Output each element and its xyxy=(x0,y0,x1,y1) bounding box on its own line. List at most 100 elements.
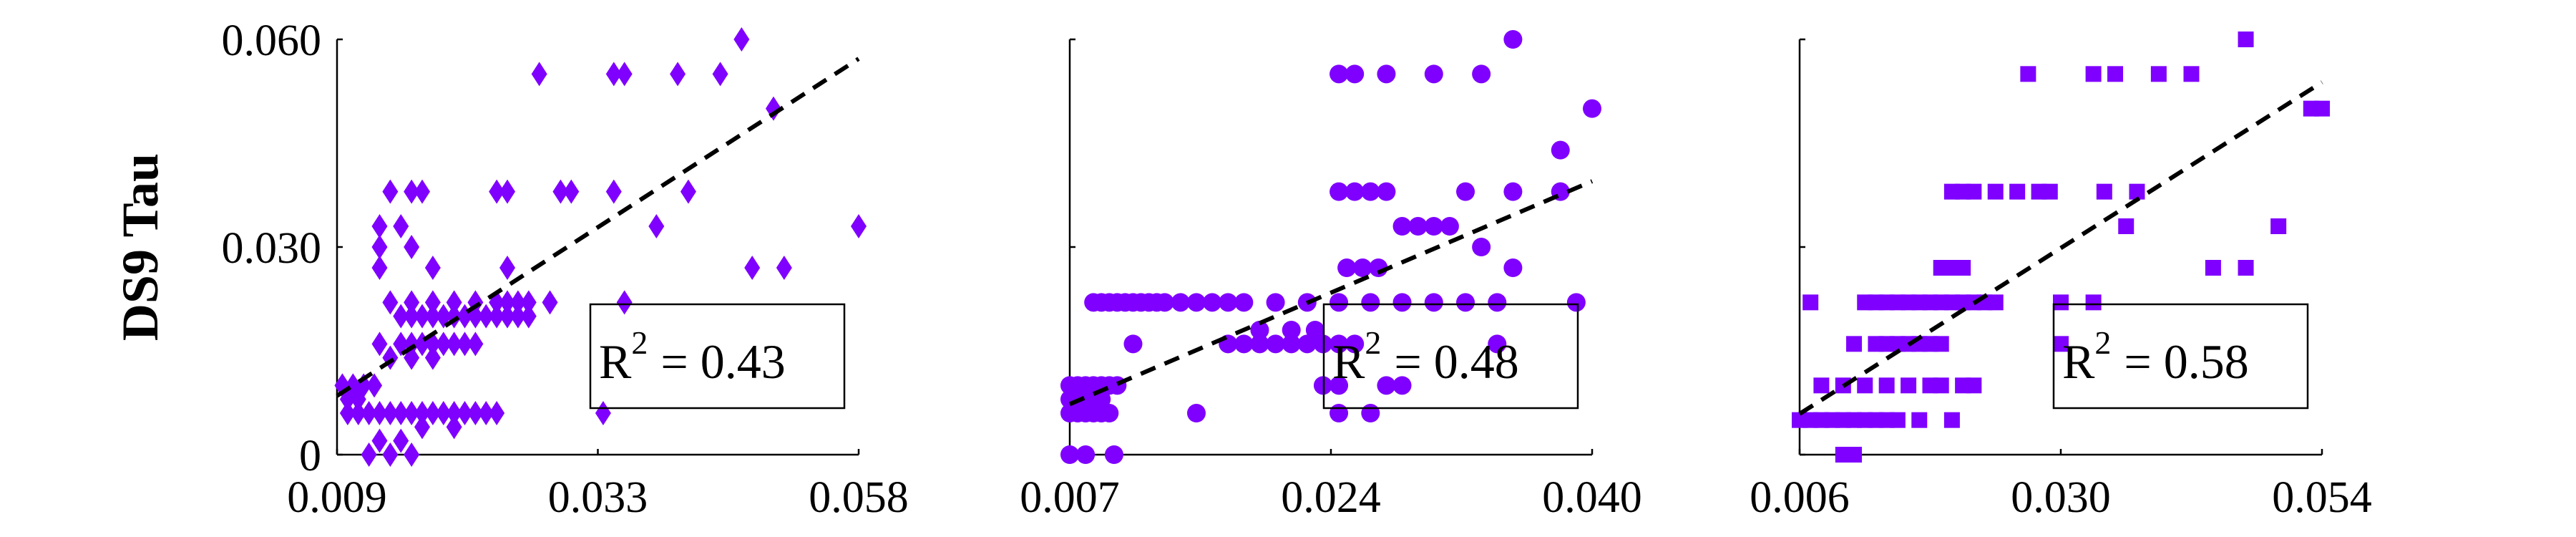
data-point-circle xyxy=(1076,445,1096,464)
data-point-circle xyxy=(1392,293,1412,312)
data-point-circle xyxy=(1250,334,1269,354)
data-point-square xyxy=(1857,377,1873,394)
data-point-diamond xyxy=(414,304,431,329)
data-point-circle xyxy=(1250,321,1269,339)
data-point-diamond xyxy=(457,401,473,425)
data-point-diamond xyxy=(404,304,420,329)
data-point-diamond xyxy=(371,401,388,425)
data-point-diamond xyxy=(563,179,580,204)
data-point-diamond xyxy=(446,332,462,357)
data-point-square xyxy=(2118,218,2135,234)
data-point-diamond xyxy=(424,345,441,370)
data-point-diamond xyxy=(478,304,494,329)
data-point-circle xyxy=(1171,293,1190,312)
data-point-diamond xyxy=(371,428,388,453)
data-point-circle xyxy=(1337,258,1357,277)
data-point-diamond xyxy=(371,256,388,280)
data-point-circle xyxy=(1472,64,1491,84)
data-point-diamond xyxy=(446,415,462,440)
data-point-diamond xyxy=(350,387,366,412)
data-point-diamond xyxy=(680,179,696,204)
x-tick-label: 0.030 xyxy=(2011,473,2111,522)
y-axis-label: DS9 Tau xyxy=(112,153,169,341)
data-point-square xyxy=(1955,260,1971,276)
data-point-circle xyxy=(1345,334,1365,354)
data-point-diamond xyxy=(776,256,792,280)
data-point-diamond xyxy=(382,442,399,467)
data-point-circle xyxy=(1392,376,1412,395)
data-point-square xyxy=(2183,66,2200,82)
data-point-circle xyxy=(1330,334,1349,354)
data-point-square xyxy=(1987,183,2004,200)
data-point-diamond xyxy=(404,442,420,467)
data-point-diamond xyxy=(361,442,377,467)
data-point-circle xyxy=(1488,293,1507,312)
data-point-circle xyxy=(1123,334,1143,354)
data-point-circle xyxy=(1503,258,1523,277)
r-squared-text: R2 = 0.48 xyxy=(1332,324,1519,389)
data-point-circle xyxy=(1361,293,1380,312)
data-point-circle xyxy=(1266,293,1285,312)
data-point-circle xyxy=(1456,182,1475,201)
data-point-square xyxy=(2009,183,2026,200)
data-point-diamond xyxy=(435,332,452,357)
data-point-circle xyxy=(1361,404,1380,422)
data-point-diamond xyxy=(404,290,420,315)
data-point-square xyxy=(2085,294,2102,311)
data-point-square xyxy=(1901,377,1917,394)
data-point-square xyxy=(1802,294,1819,311)
data-point-diamond xyxy=(414,179,431,204)
data-point-diamond xyxy=(393,428,409,453)
data-point-circle xyxy=(1424,217,1443,236)
data-point-diamond xyxy=(424,290,441,315)
data-point-diamond xyxy=(605,179,622,204)
scatter-panel-2: 0.007 0.024 0.040 R2 = 0.48 xyxy=(1020,30,1642,522)
data-point-square xyxy=(2129,183,2145,200)
data-point-square xyxy=(2238,260,2254,276)
data-point-diamond xyxy=(404,179,420,204)
data-point-circle xyxy=(1266,334,1285,354)
annotation-box xyxy=(1322,303,1579,410)
data-point-diamond xyxy=(350,401,366,425)
data-point-diamond xyxy=(393,214,409,238)
data-point-circle xyxy=(1330,64,1349,84)
data-point-diamond xyxy=(371,235,388,259)
data-point-circle xyxy=(1377,64,1396,84)
data-point-circle xyxy=(1345,182,1365,201)
data-point-diamond xyxy=(382,401,399,425)
data-point-square xyxy=(2020,66,2036,82)
data-point-diamond xyxy=(382,345,399,370)
data-point-square xyxy=(2041,183,2058,200)
data-point-diamond xyxy=(489,179,505,204)
data-point-square xyxy=(2150,66,2167,82)
data-point-circle xyxy=(1408,217,1428,236)
data-point-square xyxy=(1933,336,1949,352)
data-point-diamond xyxy=(446,290,462,315)
data-point-circle xyxy=(1219,293,1238,312)
data-point-circle xyxy=(1330,376,1349,395)
data-point-circle xyxy=(1503,182,1523,201)
data-point-diamond xyxy=(648,214,665,238)
data-point-circle xyxy=(1472,238,1491,256)
data-point-circle xyxy=(1456,293,1475,312)
data-point-circle xyxy=(1282,321,1301,339)
data-point-diamond xyxy=(414,401,431,425)
scatter-panel-1: 0.009 0.033 0.058 0 0.030 0.060 DS9 Tau R2 = 0.4… xyxy=(112,16,909,522)
data-point-circle xyxy=(1100,404,1119,422)
data-point-circle xyxy=(1377,182,1396,201)
data-point-diamond xyxy=(616,290,633,315)
data-point-diamond xyxy=(382,290,399,315)
x-tick-label: 0.040 xyxy=(1542,473,1642,522)
data-point-circle xyxy=(1297,334,1317,354)
data-point-diamond xyxy=(435,401,452,425)
data-point-circle xyxy=(1566,293,1586,312)
data-point-circle xyxy=(1330,293,1349,312)
data-point-circle xyxy=(1282,334,1301,354)
data-point-diamond xyxy=(499,304,516,329)
x-tick-label: 0.033 xyxy=(548,473,648,522)
data-point-square xyxy=(2085,66,2102,82)
y-tick-label: 0.060 xyxy=(222,16,322,65)
data-point-diamond xyxy=(605,62,622,87)
data-point-square xyxy=(2238,32,2254,47)
data-point-diamond xyxy=(446,401,462,425)
